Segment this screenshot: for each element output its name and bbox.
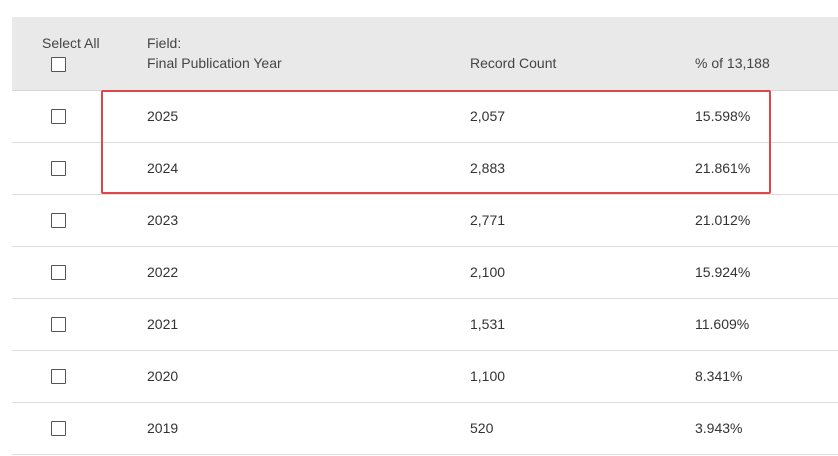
percent-cell: 15.924%: [695, 264, 751, 280]
percent-cell: 3.943%: [695, 420, 743, 436]
row-checkbox[interactable]: [51, 421, 66, 436]
count-cell: 520: [470, 420, 494, 436]
percent-cell: 21.012%: [695, 212, 751, 228]
record-count-header: Record Count: [470, 55, 557, 71]
count-cell: 2,100: [470, 264, 506, 280]
row-checkbox[interactable]: [51, 109, 66, 124]
year-cell: 2022: [147, 264, 179, 280]
year-cell: 2019: [147, 420, 179, 436]
percent-header: % of 13,188: [695, 55, 770, 71]
row-checkbox[interactable]: [51, 317, 66, 332]
percent-cell: 11.609%: [695, 316, 750, 332]
row-checkbox[interactable]: [51, 161, 66, 176]
select-all-checkbox[interactable]: [51, 57, 66, 72]
percent-cell: 8.341%: [695, 368, 743, 384]
table-row[interactable]: 2024 2,883 21.861%: [12, 143, 838, 195]
year-cell: 2020: [147, 368, 179, 384]
year-cell: 2024: [147, 160, 179, 176]
year-cell: 2023: [147, 212, 179, 228]
year-cell: 2021: [147, 316, 179, 332]
count-cell: 2,771: [470, 212, 506, 228]
table-header: Select All Field: Final Publication Year…: [12, 17, 838, 91]
table-row[interactable]: 2022 2,100 15.924%: [12, 247, 838, 299]
count-cell: 1,531: [470, 316, 506, 332]
year-cell: 2025: [147, 108, 179, 124]
field-name-header: Final Publication Year: [147, 55, 282, 71]
percent-cell: 15.598%: [695, 108, 751, 124]
table-row[interactable]: 2021 1,531 11.609%: [12, 299, 838, 351]
table-row[interactable]: 2019 520 3.943%: [12, 403, 838, 455]
count-cell: 2,057: [470, 108, 506, 124]
count-cell: 2,883: [470, 160, 506, 176]
percent-cell: 21.861%: [695, 160, 751, 176]
select-all-label: Select All: [42, 35, 100, 51]
results-table: Select All Field: Final Publication Year…: [12, 17, 838, 455]
table-row[interactable]: 2023 2,771 21.012%: [12, 195, 838, 247]
row-checkbox[interactable]: [51, 369, 66, 384]
row-checkbox[interactable]: [51, 265, 66, 280]
row-checkbox[interactable]: [51, 213, 66, 228]
table-row[interactable]: 2025 2,057 15.598%: [12, 91, 838, 143]
table-row[interactable]: 2020 1,100 8.341%: [12, 351, 838, 403]
field-label: Field:: [147, 35, 182, 51]
count-cell: 1,100: [470, 368, 506, 384]
